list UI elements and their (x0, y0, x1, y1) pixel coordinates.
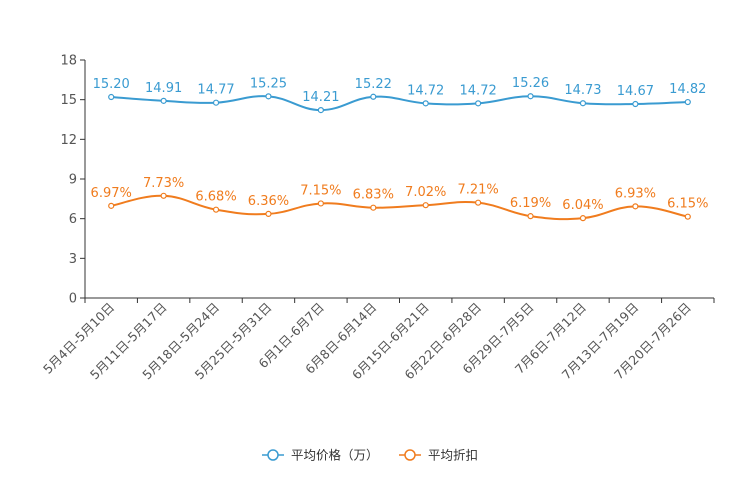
data-label: 14.72 (460, 83, 497, 98)
data-label: 6.83% (353, 188, 394, 203)
data-label: 15.20 (93, 77, 130, 92)
series-1: 15.20 14.91 14.77 15.25 14.21 15.22 14.72 14.72… (93, 76, 706, 114)
data-label: 14.77 (197, 83, 234, 98)
data-label: 6.04% (562, 198, 603, 213)
data-label: 14.73 (564, 83, 601, 98)
data-point (422, 100, 429, 107)
data-label: 7.21% (457, 183, 498, 198)
data-point (579, 100, 587, 107)
data-label: 7.02% (405, 185, 446, 200)
data-point (108, 93, 115, 101)
series-line (111, 95, 688, 112)
axes: 03691215185月4日-5月10日5月11日-5月17日5月18日-5月2… (40, 54, 715, 382)
legend-marker (267, 449, 279, 461)
data-point (632, 100, 639, 108)
data-label: 14.21 (302, 90, 339, 105)
data-point (684, 213, 691, 220)
data-label: 15.25 (250, 76, 287, 91)
data-point (527, 213, 534, 220)
data-point (212, 206, 220, 213)
series-2: 6.97% 7.73% 6.68% 6.36% 7.15% 6.83% 7.02% 7.21%… (91, 176, 708, 222)
y-tick-label: 15 (60, 93, 77, 108)
data-label: 6.36% (248, 194, 289, 209)
data-label: 6.97% (91, 186, 132, 201)
y-tick-label: 9 (69, 173, 77, 188)
y-tick-label: 3 (69, 252, 77, 267)
data-label: 14.72 (407, 83, 444, 98)
legend: 平均价格（万） 平均折扣 (262, 448, 478, 463)
data-label: 14.91 (145, 81, 182, 96)
data-point (684, 98, 691, 106)
data-point (265, 93, 272, 100)
y-tick-label: 0 (69, 292, 77, 307)
y-tick-label: 12 (60, 133, 77, 148)
data-point (475, 199, 482, 206)
data-label: 6.68% (195, 190, 236, 205)
y-tick-label: 6 (69, 212, 77, 227)
data-point (265, 210, 272, 218)
data-label: 14.82 (669, 82, 706, 97)
data-label: 15.26 (512, 76, 549, 91)
legend-item-2: 平均折扣 (399, 448, 478, 463)
legend-item-1: 平均价格（万） (262, 448, 379, 463)
data-point (475, 100, 482, 107)
data-point (370, 93, 377, 100)
y-tick-label: 18 (60, 54, 77, 69)
data-point (579, 215, 587, 222)
data-label: 6.19% (510, 196, 551, 211)
data-label: 15.22 (355, 77, 392, 92)
data-label: 14.67 (617, 84, 654, 99)
data-point (632, 203, 639, 210)
data-label: 6.93% (615, 186, 656, 201)
series-layer: 15.20 14.91 14.77 15.25 14.21 15.22 14.72 14.72… (91, 76, 708, 222)
data-label: 7.15% (300, 183, 341, 198)
data-label: 7.73% (143, 176, 184, 191)
data-point (527, 93, 534, 100)
legend-marker (404, 449, 416, 461)
data-point (422, 202, 429, 209)
data-point (160, 192, 167, 199)
data-label: 6.15% (667, 197, 708, 212)
data-point (317, 200, 324, 207)
data-point (160, 97, 167, 104)
data-point (317, 107, 324, 114)
legend-label: 平均价格（万） (291, 448, 379, 463)
series-line (111, 194, 688, 221)
data-point (108, 202, 115, 209)
data-point (212, 99, 220, 106)
data-point (370, 204, 377, 211)
legend-label: 平均折扣 (428, 448, 478, 463)
